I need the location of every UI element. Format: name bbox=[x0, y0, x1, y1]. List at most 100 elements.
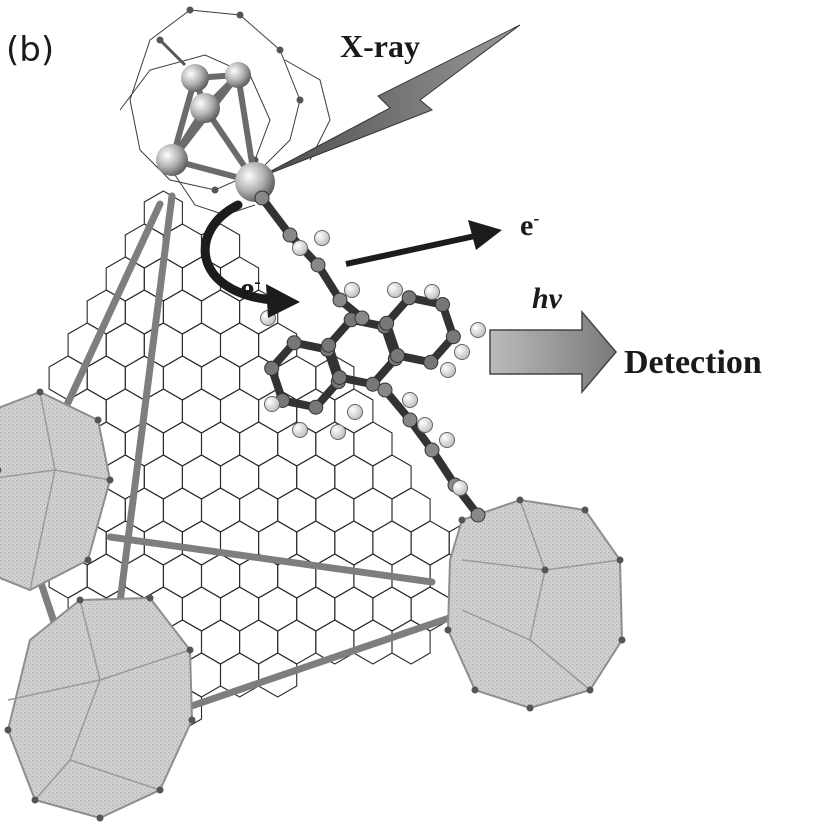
mesh-hexagon bbox=[353, 487, 393, 533]
cluster-node-dot bbox=[4, 726, 12, 734]
cluster-node-dot bbox=[296, 96, 304, 104]
carbon-atom bbox=[264, 360, 280, 376]
cluster-node-dot bbox=[581, 506, 589, 514]
mesh-hexagon bbox=[258, 586, 298, 632]
cluster-node-dot bbox=[146, 594, 154, 602]
electron-out-label: e- bbox=[520, 208, 539, 243]
mesh-hexagon bbox=[181, 454, 222, 500]
mesh-hexagon bbox=[239, 619, 279, 665]
carbon-atom bbox=[402, 412, 418, 428]
mesh-hexagon bbox=[296, 586, 336, 632]
cluster-node-dot bbox=[236, 11, 244, 19]
mesh-hexagon bbox=[181, 322, 222, 368]
mesh-hexagon bbox=[219, 586, 260, 632]
carbon-atom bbox=[254, 190, 270, 206]
cluster-node-dot bbox=[471, 686, 479, 694]
cluster-node-dot bbox=[276, 46, 284, 54]
mesh-hexagon bbox=[162, 421, 203, 467]
carbon-atom bbox=[435, 297, 451, 313]
xray-beam-icon bbox=[257, 24, 521, 179]
cluster-node-dot bbox=[96, 814, 104, 822]
hydrogen-atom bbox=[470, 322, 486, 338]
mesh-hexagon bbox=[410, 520, 450, 566]
mesh-hexagon bbox=[86, 355, 126, 401]
linker-molecule-icon bbox=[254, 190, 486, 523]
mesh-hexagon bbox=[105, 388, 145, 434]
mesh-hexagon bbox=[181, 586, 222, 632]
mesh-hexagon bbox=[162, 355, 203, 401]
cluster-node-dot bbox=[76, 596, 84, 604]
mesh-hexagon bbox=[353, 421, 393, 467]
carbon-atom bbox=[470, 507, 486, 523]
cluster-node-dot bbox=[516, 496, 524, 504]
cluster-node-dots bbox=[0, 6, 626, 822]
carbon-atom bbox=[310, 257, 326, 273]
carbon-atom bbox=[379, 315, 395, 331]
cluster-node-dot bbox=[36, 388, 44, 396]
hydrogen-atom bbox=[452, 480, 468, 496]
hydrogen-atom bbox=[264, 396, 280, 412]
hydrogen-atom bbox=[330, 424, 346, 440]
electron-in-symbol: e bbox=[240, 270, 255, 306]
cluster-node-dot bbox=[444, 626, 452, 634]
cluster-node-dot bbox=[541, 566, 549, 574]
mesh-hexagon bbox=[296, 520, 336, 566]
carbon-atom bbox=[286, 335, 302, 351]
mesh-hexagon bbox=[334, 520, 374, 566]
cage-struts bbox=[36, 192, 459, 714]
mesh-hexagon bbox=[372, 520, 412, 566]
mesh-hexagon bbox=[219, 388, 260, 434]
mesh-hexagon bbox=[181, 388, 222, 434]
mesh-hexagon bbox=[181, 520, 222, 566]
carbon-atom bbox=[331, 369, 347, 385]
mesh-hexagon bbox=[334, 586, 374, 632]
carbon-atom bbox=[365, 376, 381, 392]
photon-label: hν bbox=[532, 282, 562, 315]
mesh-hexagon bbox=[143, 388, 183, 434]
mesh-hexagon bbox=[258, 652, 298, 698]
cluster-node-dot bbox=[0, 467, 2, 473]
hydrogen-atom bbox=[292, 422, 308, 438]
mesh-hexagon bbox=[277, 619, 317, 665]
cluster-node-dot bbox=[526, 704, 534, 712]
panel-label: (b) bbox=[6, 30, 55, 70]
carbon-atom bbox=[377, 382, 393, 398]
carbon-atom bbox=[389, 347, 405, 363]
linker-mesh bbox=[29, 190, 488, 731]
cluster-node-dot bbox=[186, 646, 194, 654]
mesh-hexagon bbox=[200, 553, 241, 599]
mesh-hexagon bbox=[143, 454, 183, 500]
cluster-node-dot bbox=[586, 686, 594, 694]
emission-arrow-icon bbox=[489, 309, 617, 395]
hydrogen-atom bbox=[347, 404, 363, 420]
cluster-node-dot bbox=[94, 416, 102, 424]
mesh-hexagon bbox=[162, 553, 203, 599]
cluster-node-dot bbox=[31, 796, 39, 804]
mesh-hexagon bbox=[162, 289, 203, 335]
hydrogen-atom bbox=[439, 432, 455, 448]
cluster-bottom bbox=[6, 596, 194, 820]
mesh-hexagon bbox=[277, 487, 317, 533]
carbon-atom bbox=[424, 442, 440, 458]
carbon-atom bbox=[321, 337, 337, 353]
cluster-node-dot bbox=[618, 636, 626, 644]
top-cluster-wires bbox=[119, 9, 331, 216]
cluster-node-dot bbox=[84, 556, 92, 564]
carbon-atom bbox=[332, 292, 348, 308]
mesh-hexagon bbox=[239, 487, 279, 533]
carbon-atom bbox=[282, 227, 298, 243]
carbon-atom bbox=[445, 329, 461, 345]
mesh-hexagon bbox=[200, 289, 241, 335]
cluster-left bbox=[0, 390, 112, 592]
cluster-node-dot bbox=[106, 476, 114, 484]
detection-label: Detection bbox=[624, 344, 762, 381]
mesh-hexagon bbox=[219, 322, 260, 368]
xray-label: X-ray bbox=[340, 28, 420, 64]
cluster-node-dot bbox=[188, 716, 196, 724]
cluster-node-dot bbox=[186, 6, 194, 14]
hydrogen-atom bbox=[292, 240, 308, 256]
cluster-node-dot bbox=[616, 556, 624, 564]
hydrogen-atom bbox=[417, 417, 433, 433]
